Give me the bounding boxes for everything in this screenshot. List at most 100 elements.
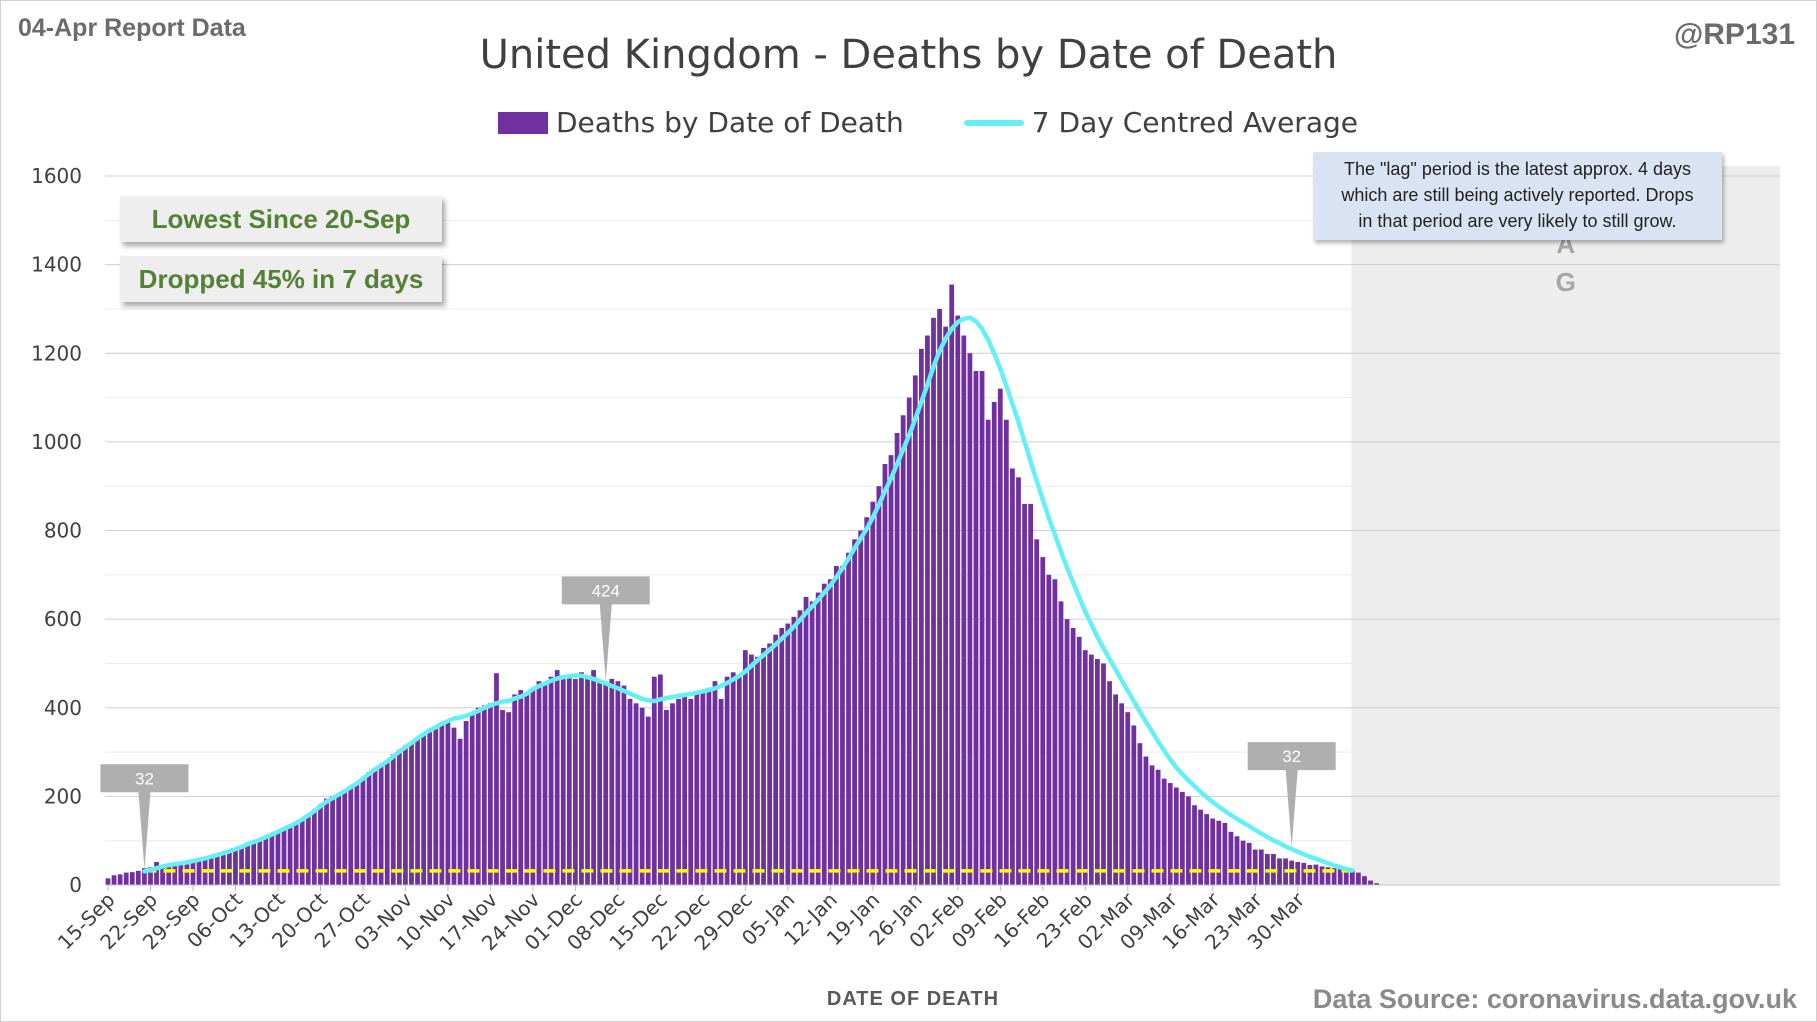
- lag-note-line-1: The "lag" period is the latest approx. 4…: [1344, 159, 1691, 179]
- bar: [105, 878, 111, 885]
- bar: [718, 698, 724, 885]
- bar: [1289, 860, 1295, 885]
- bar: [445, 721, 451, 885]
- bar: [233, 849, 238, 885]
- bar: [475, 707, 481, 885]
- bar: [1252, 849, 1258, 885]
- marker-callout: [100, 764, 189, 870]
- bar: [809, 601, 815, 885]
- bar: [925, 335, 930, 885]
- bar: [287, 826, 293, 885]
- bar: [330, 795, 335, 885]
- bar: [1125, 712, 1131, 885]
- bar: [488, 703, 493, 885]
- bar: [409, 742, 414, 885]
- bar: [664, 709, 669, 885]
- bar: [730, 672, 736, 885]
- bar: [676, 698, 681, 885]
- bar: [257, 840, 263, 885]
- bar: [973, 370, 979, 886]
- bar: [900, 415, 906, 885]
- bar: [281, 829, 287, 885]
- author-handle: @RP131: [1674, 18, 1795, 51]
- bar: [688, 698, 694, 885]
- bar: [536, 681, 542, 885]
- bar: [840, 565, 845, 885]
- bar: [931, 317, 936, 885]
- bar: [633, 703, 639, 885]
- bar: [1198, 809, 1203, 885]
- bar: [882, 464, 888, 885]
- bar: [354, 784, 360, 885]
- bar: [949, 284, 955, 885]
- legend-swatch-bars: [498, 111, 548, 134]
- bar: [542, 683, 548, 885]
- marker-callout: [1247, 742, 1336, 848]
- bar: [846, 552, 851, 885]
- bar: [1331, 868, 1337, 885]
- bar: [1076, 636, 1082, 885]
- bar: [985, 419, 991, 885]
- bar: [1040, 557, 1046, 885]
- bar: [1010, 468, 1015, 885]
- bar: [1107, 681, 1112, 885]
- bar: [1101, 663, 1106, 885]
- bar: [1082, 650, 1088, 885]
- bar: [378, 765, 384, 885]
- callout-dropped: Dropped 45% in 7 days: [120, 256, 442, 302]
- marker-label: 424: [592, 581, 620, 600]
- bar: [694, 692, 700, 885]
- bar: [1052, 579, 1058, 885]
- bar: [597, 681, 603, 885]
- bar: [1356, 872, 1361, 885]
- bar: [821, 583, 827, 885]
- bar: [1301, 862, 1307, 885]
- bar: [615, 681, 621, 885]
- bar: [834, 565, 839, 885]
- bar: [360, 777, 366, 885]
- bar: [415, 738, 420, 885]
- average-line: [142, 315, 1355, 874]
- bar: [1064, 619, 1070, 885]
- y-tick-label: 0: [69, 873, 82, 897]
- bar: [463, 721, 469, 885]
- bar: [184, 862, 190, 885]
- bar: [1070, 627, 1076, 885]
- bar: [603, 683, 609, 885]
- bar: [815, 592, 821, 885]
- bar: [1228, 831, 1234, 885]
- bar: [755, 656, 760, 885]
- bar: [937, 308, 942, 885]
- bar: [1058, 601, 1064, 885]
- bar: [1186, 796, 1191, 885]
- bar: [196, 859, 202, 885]
- y-tick-label: 1200: [31, 341, 82, 365]
- bar: [761, 647, 766, 885]
- bar: [366, 772, 372, 885]
- bar: [421, 734, 427, 885]
- bar: [269, 834, 275, 885]
- bar: [852, 539, 857, 885]
- legend-swatch-average: [963, 119, 1024, 126]
- bar: [1222, 822, 1228, 885]
- bar: [190, 861, 196, 885]
- bar: [1313, 864, 1319, 885]
- bar: [585, 676, 590, 885]
- bar: [178, 863, 184, 885]
- bar: [1173, 787, 1179, 885]
- bar: [876, 486, 882, 885]
- bar: [305, 814, 311, 885]
- bar: [214, 854, 220, 885]
- bar: [1167, 783, 1173, 885]
- chart-title: United Kingdom - Deaths by Date of Death: [479, 32, 1338, 78]
- bar: [506, 712, 511, 885]
- legend-label-average: 7 Day Centred Average: [1031, 106, 1358, 139]
- bar: [1131, 725, 1137, 885]
- bar: [1034, 539, 1040, 885]
- bar: [621, 685, 627, 885]
- bar: [943, 326, 949, 886]
- bar: [293, 822, 299, 885]
- lag-note: The "lag" period is the latest approx. 4…: [1313, 152, 1722, 240]
- bar: [548, 676, 554, 885]
- bar: [275, 830, 281, 885]
